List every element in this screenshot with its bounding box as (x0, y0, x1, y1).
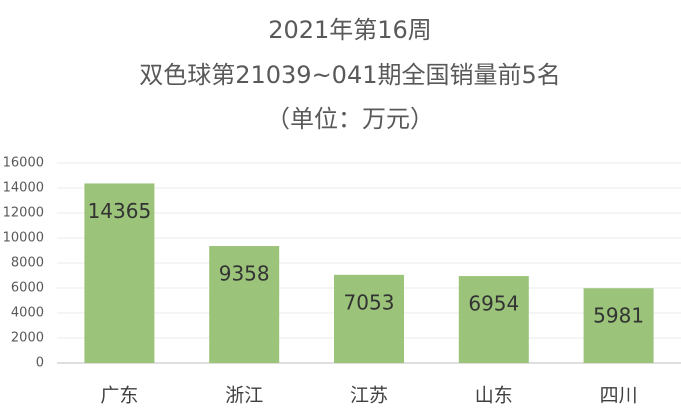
value-label: 14365 (88, 199, 152, 223)
value-label: 6954 (468, 292, 519, 316)
chart-title: 2021年第16周 (268, 16, 432, 44)
x-tick-label: 广东 (100, 385, 138, 407)
y-tick-label: 6000 (11, 281, 44, 296)
x-tick-label: 四川 (600, 385, 638, 407)
y-tick-label: 8000 (11, 256, 44, 271)
y-tick-label: 10000 (3, 231, 44, 246)
y-tick-label: 12000 (3, 206, 44, 221)
unit-note: （单位：万元） (266, 105, 434, 133)
bar (209, 246, 280, 363)
bar (84, 183, 155, 363)
x-tick-label: 浙江 (225, 385, 263, 407)
value-label: 7053 (344, 290, 395, 314)
x-tick-label: 山东 (475, 385, 513, 407)
y-tick-label: 4000 (11, 306, 44, 321)
bar (583, 288, 654, 363)
value-label: 5981 (593, 304, 644, 328)
bar (458, 276, 529, 363)
value-label: 9358 (219, 262, 270, 286)
chart-subtitle: 双色球第21039~041期全国销量前5名 (139, 61, 561, 89)
y-tick-label: 16000 (3, 156, 44, 171)
y-tick-label: 14000 (3, 181, 44, 196)
bar (334, 274, 404, 363)
y-tick-label: 2000 (11, 331, 44, 346)
y-tick-label: 0 (36, 356, 44, 371)
x-tick-label: 江苏 (350, 385, 388, 407)
